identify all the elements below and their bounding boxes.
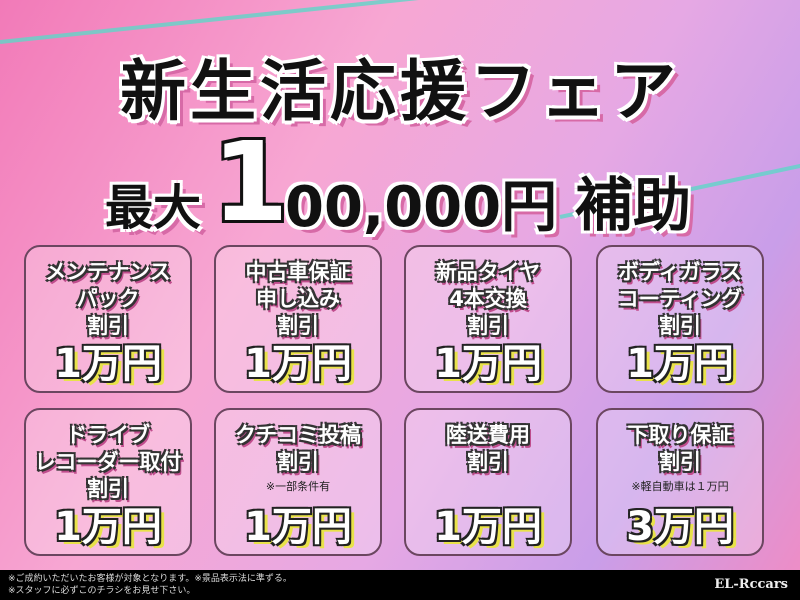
footer-note-2: ※スタッフに必ずこのチラシをお見せ下さい。 <box>8 586 196 596</box>
card-amount: 1万円 <box>434 341 542 387</box>
card-label: ドライブ レコーダー取付 割引 <box>34 423 182 501</box>
card-label: 新品タイヤ 4本交換 割引 <box>435 260 541 338</box>
card-amount: 1万円 <box>54 341 162 387</box>
discount-card: クチコミ投稿 割引 ※一部条件有 1万円 <box>214 408 382 556</box>
card-amount: 1万円 <box>54 504 162 550</box>
discount-card: 下取り保証 割引 ※軽自動車は１万円 3万円 <box>596 408 764 556</box>
card-amount: 1万円 <box>434 504 542 550</box>
logo: EL-Rccars <box>714 577 788 592</box>
offer-prefix: 最大 <box>105 180 202 236</box>
footer: ※ご成約いただいたお客様が対象となります。※景品表示法に準ずる。 ※スタッフに必… <box>0 570 800 600</box>
discount-card: 陸送費用 割引 1万円 <box>404 408 572 556</box>
card-note: ※軽自動車は１万円 <box>631 480 729 493</box>
discount-card: 中古車保証 申し込み 割引 1万円 <box>214 245 382 393</box>
discount-card: メンテナンス パック 割引 1万円 <box>24 245 192 393</box>
offer-suffix: 補助 <box>575 171 692 239</box>
offer-amount: 00,000円 <box>285 175 558 240</box>
card-amount: 1万円 <box>626 341 734 387</box>
card-label: 陸送費用 割引 <box>446 423 530 474</box>
discount-card: 新品タイヤ 4本交換 割引 1万円 <box>404 245 572 393</box>
footer-note-1: ※ご成約いただいたお客様が対象となります。※景品表示法に準ずる。 <box>8 574 292 584</box>
card-label: ボディガラス コーティング 割引 <box>617 260 743 338</box>
card-label: 中古車保証 申し込み 割引 <box>245 260 351 338</box>
discount-card: ドライブ レコーダー取付 割引 1万円 <box>24 408 192 556</box>
card-amount: 1万円 <box>244 504 352 550</box>
card-note: ※一部条件有 <box>265 480 331 493</box>
card-label: 下取り保証 割引 <box>627 423 733 474</box>
card-label: クチコミ投稿 割引 <box>235 423 361 474</box>
discount-card: ボディガラス コーティング 割引 1万円 <box>596 245 764 393</box>
offer-amount-lead: 1 <box>212 118 289 246</box>
card-label: メンテナンス パック 割引 <box>45 260 171 338</box>
headline: 新生活応援フェア <box>120 53 680 130</box>
card-amount: 1万円 <box>244 341 352 387</box>
card-amount: 3万円 <box>626 504 734 550</box>
